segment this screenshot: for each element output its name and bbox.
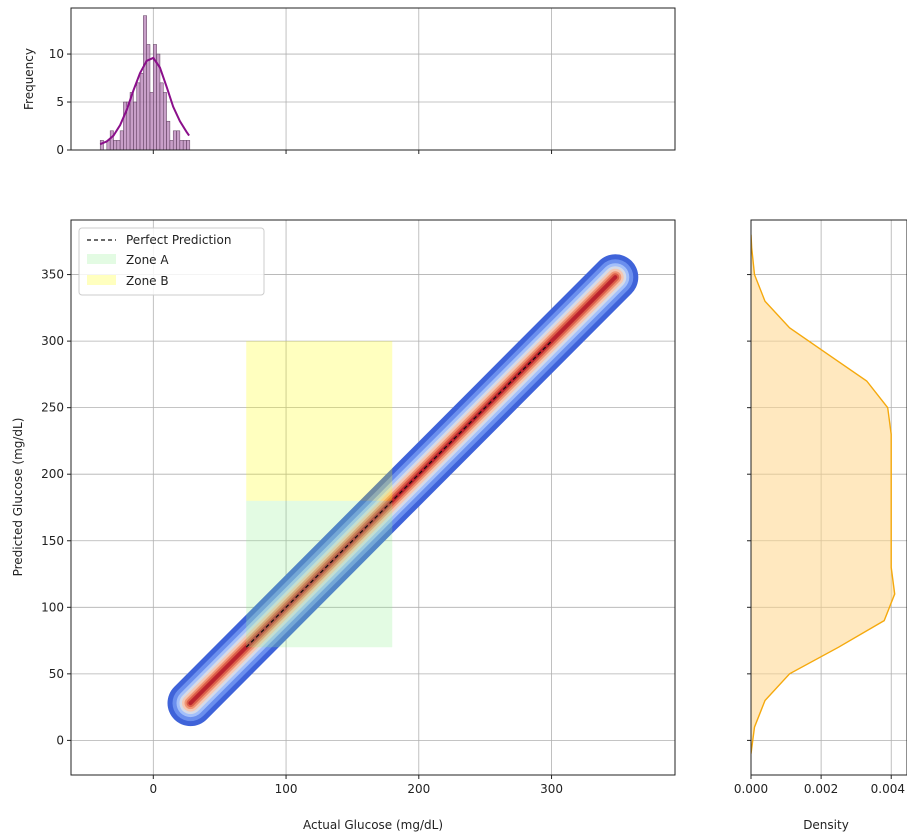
top-histogram-x-ticks [152, 150, 553, 154]
zone-a-rect [246, 500, 393, 648]
histogram-bar [133, 101, 137, 150]
legend-box [78, 227, 265, 296]
main-ytick-label: 50 [49, 667, 64, 681]
main-xtick-label: 0 [149, 782, 157, 796]
histogram-bar [116, 140, 121, 150]
legend-zone-b-label: Zone B [126, 274, 169, 288]
right-density-y-ticks [747, 274, 751, 741]
histogram-bar [136, 82, 141, 150]
histogram-bar [149, 92, 154, 150]
perfect-prediction-line [245, 340, 552, 648]
histogram-bar [109, 130, 114, 150]
histogram-bar [163, 92, 167, 150]
main-xlabel: Actual Glucose (mg/dL) [303, 818, 443, 832]
histogram-bar [143, 15, 147, 150]
main-xtick-label: 300 [540, 782, 563, 796]
histogram-bar [99, 140, 104, 150]
main-ytick-label: 300 [41, 334, 64, 348]
main-y-ticks: 0 50 100 150 200 250 300 350 [41, 268, 71, 747]
main-ylabel: Predicted Glucose (mg/dL) [11, 418, 25, 577]
top-histogram-panel: 0 5 10 Frequency [22, 7, 676, 157]
main-ytick-label: 250 [41, 401, 64, 415]
histogram-bar [182, 140, 187, 150]
histogram-bar [139, 72, 144, 150]
right-density-x-ticks: 0.000 0.002 0.004 [734, 775, 905, 796]
histogram-bar [166, 120, 171, 150]
right-xtick-label: 0.002 [804, 782, 838, 796]
right-density-fill [751, 234, 895, 754]
main-ytick-label: 150 [41, 534, 64, 548]
right-density-line [751, 234, 896, 754]
top-ytick-label: 0 [56, 143, 64, 157]
legend: Perfect Prediction Zone A Zone B [78, 227, 265, 296]
main-ytick-label: 0 [56, 733, 64, 747]
zone-b-rect [246, 341, 393, 501]
histogram-bar [172, 130, 177, 150]
right-xtick-label: 0.000 [734, 782, 768, 796]
top-histogram-frame [70, 7, 676, 151]
histogram-bar [113, 140, 118, 150]
main-ytick-label: 350 [41, 268, 64, 282]
top-histogram-kde-curve [99, 56, 190, 146]
histogram-bar [159, 82, 164, 150]
main-plot-frame [70, 219, 676, 776]
histogram-bar [169, 140, 174, 150]
top-ytick-label: 10 [49, 47, 64, 61]
right-density-frame [750, 219, 907, 776]
top-histogram-y-ticks: 0 5 10 [49, 47, 71, 157]
legend-perfect-prediction-label: Perfect Prediction [126, 233, 231, 247]
top-histogram-ylabel: Frequency [22, 48, 36, 110]
top-ytick-label: 5 [56, 95, 64, 109]
histogram-bar [179, 140, 184, 150]
main-xtick-label: 100 [275, 782, 298, 796]
main-kde-panel: 0 50 100 150 200 250 300 350 0 100 200 300 Actual … [11, 219, 676, 832]
top-histogram-bars [99, 15, 191, 150]
histogram-bar [186, 140, 191, 150]
main-ytick-label: 100 [41, 600, 64, 614]
right-xtick-label: 0.004 [871, 782, 905, 796]
main-x-ticks: 0 100 200 300 [149, 775, 563, 796]
right-density-panel: 0.000 0.002 0.004 Density [734, 219, 907, 832]
legend-zone-a-label: Zone A [126, 253, 169, 267]
zones [246, 341, 393, 648]
legend-zone-b-swatch [87, 275, 116, 285]
main-ytick-label: 200 [41, 467, 64, 481]
main-xtick-label: 200 [407, 782, 430, 796]
histogram-bar [119, 130, 124, 150]
histogram-bar [176, 130, 181, 150]
legend-zone-a-swatch [87, 254, 116, 264]
right-density-xlabel: Density [803, 818, 849, 832]
